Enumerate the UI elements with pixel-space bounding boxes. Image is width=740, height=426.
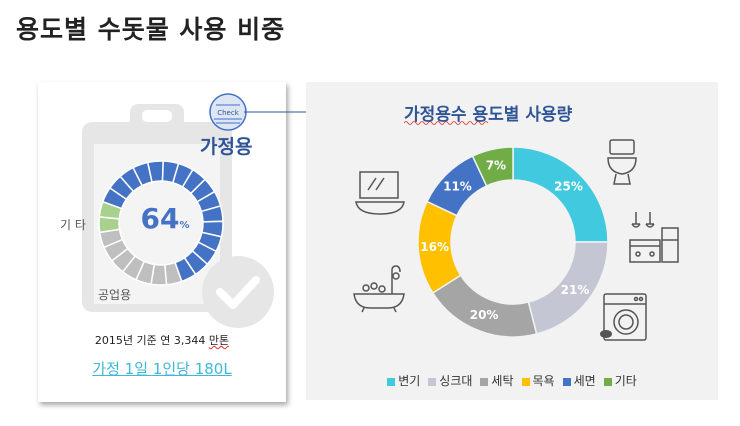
legend-label: 세탁 [491, 374, 514, 388]
slice-label-1: 25% [554, 179, 583, 193]
legend-label: 기타 [614, 374, 637, 388]
label-industrial: 공업용 [98, 288, 132, 302]
share-segment [98, 200, 123, 220]
usage-donut-chart: 25% 21% 20% 16% 11% 7% [417, 146, 609, 338]
legend-item-2: 싱크대 [428, 372, 472, 389]
legend-item-4: 목욕 [521, 372, 555, 389]
washing-machine-icon [600, 293, 647, 341]
slice-label-2: 21% [561, 283, 590, 297]
legend-swatch [521, 377, 530, 386]
legend-label: 변기 [398, 374, 421, 388]
category-label: 가정용 [200, 136, 253, 158]
bathtub-icon [353, 265, 405, 313]
household-share-donut [98, 160, 224, 286]
chart-legend: 변기 싱크대 세탁 목욕 세면 기타 [306, 372, 718, 389]
center-value: 64 [140, 202, 180, 235]
slice-label-5: 11% [443, 179, 472, 193]
legend-swatch [480, 377, 489, 386]
legend-label: 싱크대 [439, 374, 473, 388]
check-circle-icon [202, 256, 274, 328]
label-other: 기 타 [60, 218, 86, 232]
legend-swatch [387, 377, 396, 386]
legend-swatch [428, 377, 437, 386]
per-person-usage: 가정 1일 1인당 180L [92, 360, 232, 378]
check-badge-icon: Check [209, 93, 247, 131]
household-summary-card: Check 가정용 64% 기 타 공업용 2015년 기준 연 3,344 만… [38, 82, 286, 402]
washbasin-icon [355, 171, 405, 215]
legend-item-3: 세탁 [480, 372, 514, 389]
legend-item-1: 변기 [387, 372, 420, 389]
legend-swatch [562, 377, 571, 386]
annual-stat-value: 2015년 기준 연 3,344 [94, 334, 209, 347]
legend-item-6: 기타 [603, 372, 637, 389]
check-badge-text: Check [217, 109, 239, 117]
toilet-icon [607, 139, 637, 185]
chart-panel [306, 82, 718, 400]
slice-label-3: 20% [470, 308, 499, 322]
page-title: 용도별 수돗물 사용 비중 [16, 15, 286, 44]
slice-label-6: 7% [486, 158, 506, 172]
annual-stat-unit: 만톤 [208, 334, 230, 347]
annual-stat: 2015년 기준 연 3,344 만톤 [38, 332, 286, 348]
center-value-wrap: 64% [140, 202, 190, 235]
legend-label: 세면 [573, 374, 596, 388]
legend-item-5: 세면 [562, 372, 596, 389]
slice-label-4: 16% [420, 240, 449, 254]
title-wavy-underline [404, 121, 489, 125]
kitchen-icon [629, 212, 679, 263]
center-unit: % [179, 220, 190, 231]
legend-label: 목욕 [532, 374, 555, 388]
chart-title: 가정용수 용도별 사용량 [404, 105, 573, 125]
legend-swatch [603, 377, 612, 386]
donut-slice-6 [471, 146, 514, 187]
donut-slice-1 [512, 146, 609, 243]
donut-slice-3 [431, 274, 538, 338]
